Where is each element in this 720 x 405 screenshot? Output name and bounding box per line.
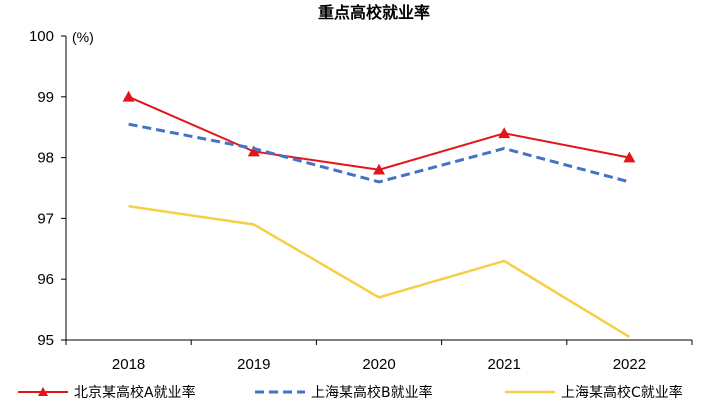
x-tick-label: 2022 — [613, 356, 646, 373]
legend-item-1: 北京某高校A就业率 — [18, 384, 196, 401]
legend-label: 上海某高校C就业率 — [561, 384, 683, 401]
y-tick-label: 96 — [37, 271, 54, 288]
y-tick-label: 95 — [37, 332, 54, 349]
x-tick-label: 2021 — [488, 356, 521, 373]
series-line-1 — [128, 95, 630, 171]
y-tick-label: 99 — [37, 89, 54, 106]
y-tick-label: 100 — [29, 28, 54, 45]
series-1-point — [122, 90, 135, 102]
x-tick-label: 2019 — [237, 356, 270, 373]
legend-marker — [38, 387, 48, 396]
y-axis-ticks: 95 96 97 98 99 100 — [29, 28, 66, 349]
x-tick-label: 2018 — [112, 356, 145, 373]
series-line-3 — [128, 205, 631, 339]
legend-label: 上海某高校B就业率 — [311, 384, 433, 401]
series-1-point — [373, 163, 385, 175]
legend: 北京某高校A就业率 上海某高校B就业率 上海某高校C就业率 — [18, 384, 683, 401]
x-tick-label: 2020 — [362, 356, 395, 373]
series-1-point — [498, 127, 511, 139]
y-tick-label: 98 — [37, 150, 54, 167]
series-line-2 — [128, 122, 630, 184]
series-1-point — [247, 145, 260, 157]
legend-label: 北京某高校A就业率 — [74, 384, 196, 401]
legend-item-2: 上海某高校B就业率 — [255, 384, 433, 401]
chart-title: 重点高校就业率 — [318, 3, 430, 22]
x-axis-ticks: 2018 2019 2020 2021 2022 — [65, 340, 693, 373]
y-axis-unit: (%) — [72, 29, 94, 45]
y-tick-label: 97 — [37, 210, 54, 227]
series-layer — [122, 90, 636, 339]
legend-item-3: 上海某高校C就业率 — [505, 384, 683, 401]
series-1-point — [623, 151, 636, 163]
